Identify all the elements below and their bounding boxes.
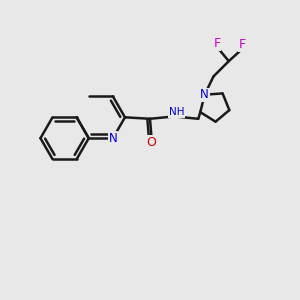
Text: N: N	[109, 132, 117, 145]
Text: N: N	[109, 132, 117, 145]
Text: O: O	[146, 136, 156, 149]
Text: NH: NH	[169, 107, 184, 117]
Text: O: O	[146, 136, 156, 149]
Text: F: F	[239, 38, 246, 51]
Text: N: N	[200, 88, 209, 101]
Text: F: F	[213, 37, 220, 50]
Text: F: F	[239, 38, 246, 51]
Text: N: N	[200, 88, 209, 101]
Text: F: F	[213, 37, 220, 50]
Text: NH: NH	[169, 107, 184, 117]
